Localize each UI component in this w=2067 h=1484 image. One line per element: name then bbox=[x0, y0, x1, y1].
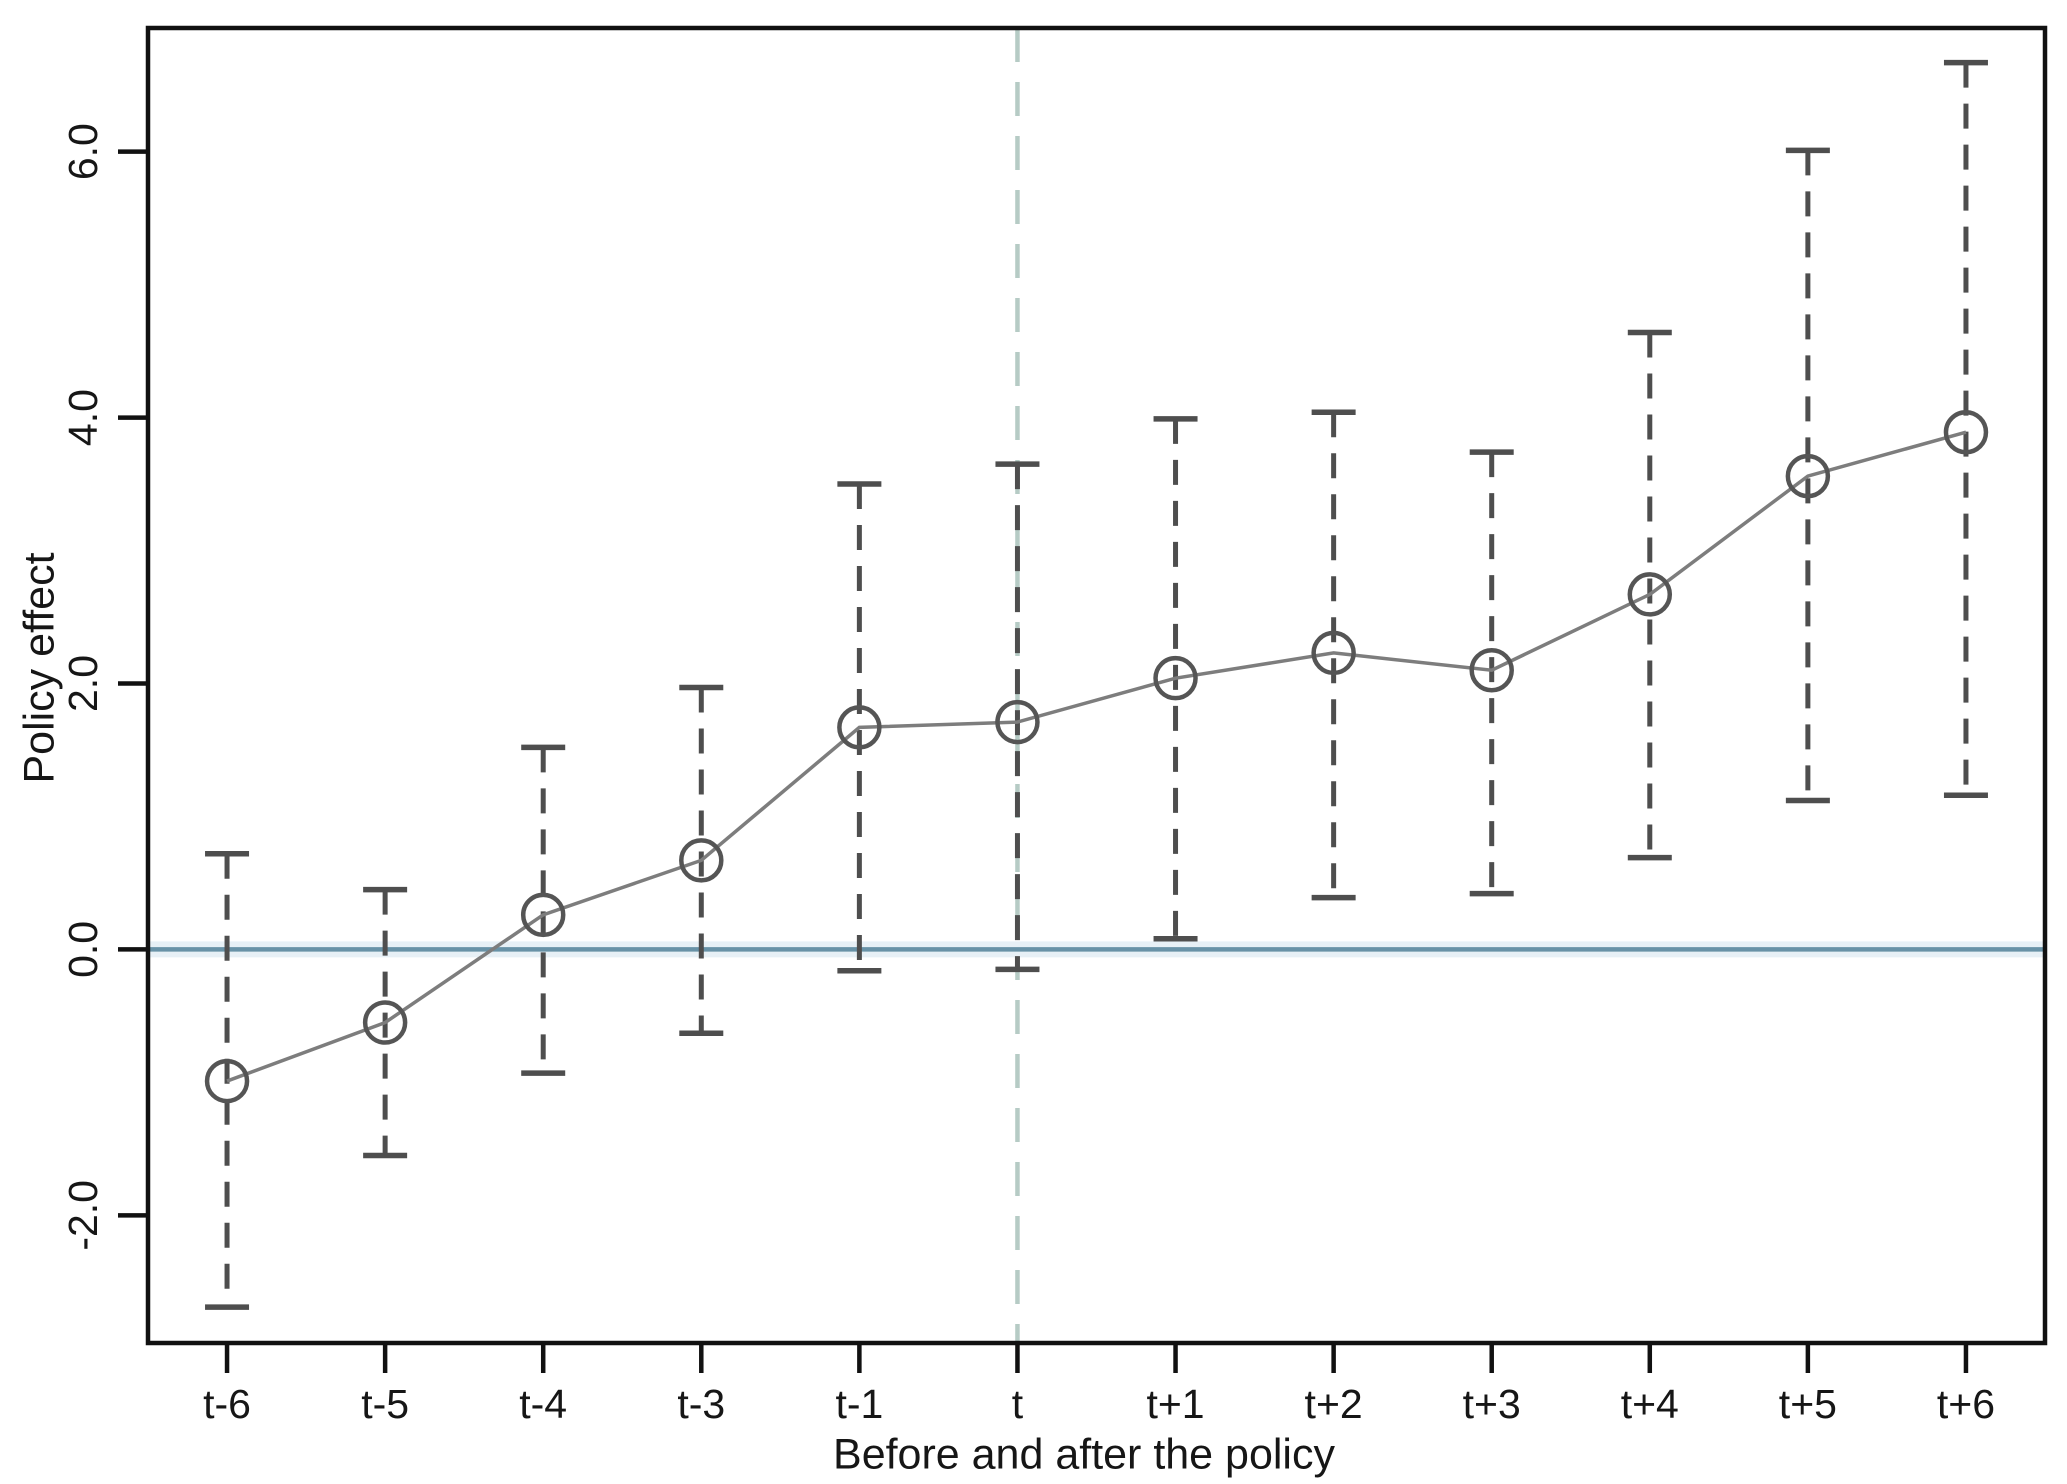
y-axis-title: Policy effect bbox=[15, 552, 64, 784]
x-tick-label: t+3 bbox=[1463, 1381, 1521, 1427]
error-bar bbox=[1311, 409, 1356, 901]
y-tick-label: 4.0 bbox=[60, 389, 106, 446]
x-tick-label: t+6 bbox=[1937, 1381, 1995, 1427]
x-tick-label: t+1 bbox=[1146, 1381, 1204, 1427]
x-tick-label: t-1 bbox=[835, 1381, 883, 1427]
data-point-marker bbox=[520, 892, 566, 938]
error-bar bbox=[1943, 59, 1988, 798]
x-tick-label: t-3 bbox=[677, 1381, 725, 1427]
data-point-marker bbox=[1311, 630, 1356, 676]
plot-border bbox=[145, 25, 2048, 1346]
x-axis-title: Before and after the policy bbox=[833, 1430, 1335, 1479]
x-tick-label: t-6 bbox=[203, 1381, 251, 1427]
data-point-marker bbox=[995, 699, 1040, 745]
data-point-marker bbox=[1153, 655, 1198, 701]
data-point-marker bbox=[362, 1000, 408, 1045]
data-point-marker bbox=[1627, 572, 1673, 617]
x-tick-label: t bbox=[1012, 1381, 1024, 1427]
x-tick-label: t+4 bbox=[1621, 1381, 1679, 1427]
y-tick-label: 6.0 bbox=[60, 123, 106, 180]
data-point-marker bbox=[679, 838, 724, 883]
data-point-marker bbox=[1785, 453, 1831, 499]
y-tick-label: 0.0 bbox=[60, 921, 106, 978]
x-tick-label: t+5 bbox=[1779, 1381, 1837, 1427]
policy-effect-line bbox=[226, 430, 1967, 1083]
y-tick-label: -2.0 bbox=[60, 1180, 106, 1251]
x-tick-label: t-5 bbox=[361, 1381, 409, 1427]
error-bar bbox=[521, 744, 566, 1076]
error-bar bbox=[1469, 449, 1514, 897]
x-tick-label: t-4 bbox=[519, 1381, 567, 1427]
data-point-marker bbox=[1943, 409, 1989, 455]
error-bar bbox=[1785, 147, 1830, 804]
error-bar bbox=[995, 461, 1040, 973]
y-tick-label: 2.0 bbox=[60, 655, 106, 712]
data-point-marker bbox=[204, 1058, 250, 1104]
data-point-marker bbox=[837, 705, 882, 750]
data-point-marker bbox=[1469, 647, 1514, 693]
error-bar bbox=[837, 481, 882, 974]
x-tick-label: t+2 bbox=[1305, 1381, 1363, 1427]
